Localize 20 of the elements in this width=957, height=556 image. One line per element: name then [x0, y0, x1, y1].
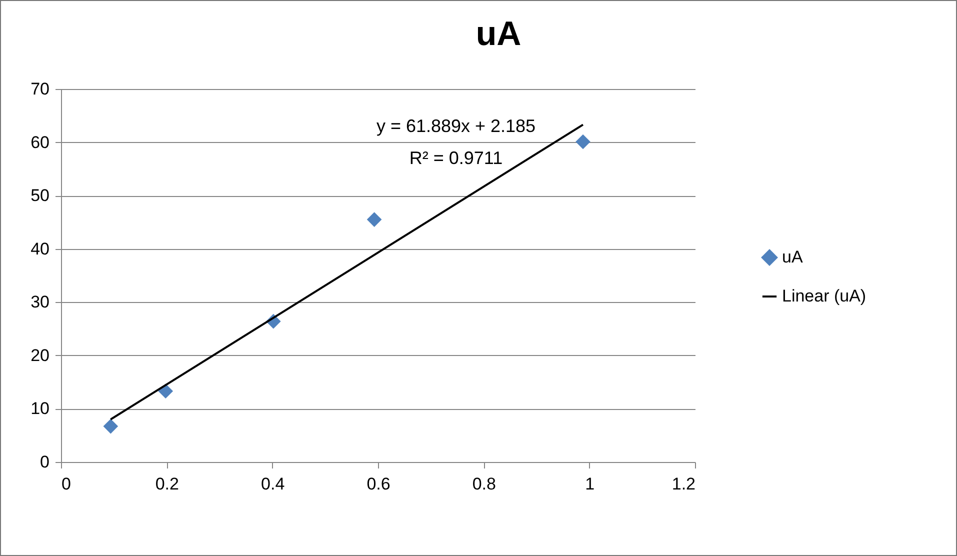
x-tick-label: 1.2	[672, 474, 696, 494]
annotation: R² = 0.9711	[409, 148, 503, 168]
x-tick-label: 0	[62, 474, 71, 494]
chart-title: uA	[476, 15, 522, 53]
y-tick-label: 70	[30, 80, 50, 98]
x-tick-label: 0.2	[155, 474, 179, 494]
x-tick-label: 0.8	[472, 474, 496, 494]
y-tick-label: 10	[30, 399, 50, 418]
y-tick-label: 20	[30, 346, 50, 365]
legend-label: Linear (uA)	[782, 286, 866, 306]
y-tick-label: 0	[40, 452, 50, 472]
y-tick-label: 50	[30, 186, 50, 206]
legend-label: uA	[782, 248, 804, 266]
y-tick-label: 60	[30, 132, 50, 152]
annotation: y = 61.889x + 2.185	[376, 116, 536, 136]
y-tick-label: 40	[30, 239, 50, 258]
x-tick-label: 0.6	[366, 474, 390, 494]
x-tick-label: 0.4	[261, 474, 285, 494]
y-tick-label: 30	[30, 292, 50, 312]
x-tick-label: 1	[585, 474, 595, 494]
